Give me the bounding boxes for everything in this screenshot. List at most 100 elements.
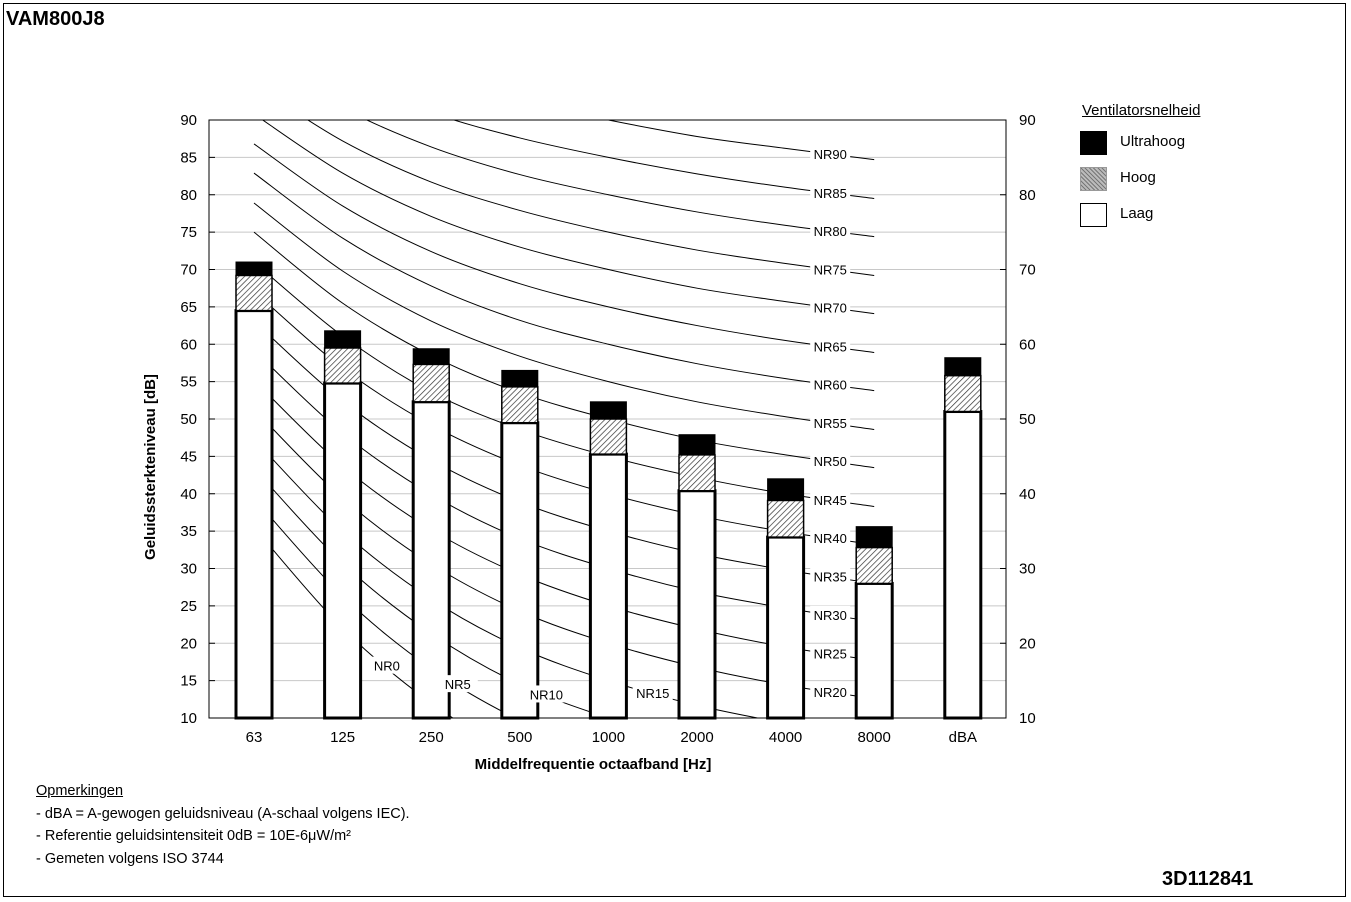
nr-label-bg	[810, 260, 851, 278]
nr-label: NR55	[814, 416, 847, 431]
y-right-tick-label: 90	[1019, 112, 1036, 129]
y-right-tick-label: 50	[1019, 411, 1036, 428]
nr-label: NR65	[814, 339, 847, 354]
bar-hoog	[855, 546, 893, 585]
bar-ultrahoog	[412, 348, 450, 365]
x-tick-label: 1000	[592, 729, 625, 746]
bar-ultrahoog	[767, 478, 805, 501]
bar-laag	[766, 535, 806, 720]
nr-label: NR85	[814, 186, 847, 201]
bar-ultrahoog	[589, 401, 627, 420]
nr-label: NR35	[814, 570, 847, 585]
bar-hoog	[412, 363, 450, 403]
nr-label-bg	[810, 452, 851, 470]
bar-laag	[500, 421, 540, 720]
y-tick-label: 25	[180, 598, 197, 615]
x-tick-label: 500	[507, 729, 532, 746]
nr-label: NR90	[814, 147, 847, 162]
nr-label: NR20	[814, 685, 847, 700]
nr-label: NR60	[814, 378, 847, 393]
legend-swatch-hoog	[1080, 167, 1107, 191]
y-tick-label: 15	[180, 673, 197, 690]
bar-group-250	[411, 348, 451, 720]
y-tick-label: 70	[180, 262, 197, 279]
bar-hoog	[678, 454, 716, 492]
x-tick-label: dBA	[949, 729, 977, 746]
legend: Ventilatorsnelheid Ultrahoog Hoog Laag	[1080, 102, 1200, 233]
bar-laag	[677, 489, 717, 720]
note-line: - dBA = A-gewogen geluidsniveau (A-schaa…	[36, 805, 410, 822]
nr-label-bg	[632, 683, 673, 701]
nr-label-bg	[810, 529, 851, 547]
nr-label: NR10	[530, 687, 563, 702]
y-tick-label: 65	[180, 299, 197, 316]
bar-ultrahoog	[324, 330, 362, 349]
page-frame	[3, 3, 1346, 897]
y-tick-label: 30	[180, 561, 197, 578]
nr-label-bg	[366, 656, 407, 674]
nr-label-bg	[810, 183, 851, 201]
bar-group-8000	[854, 526, 894, 720]
nr-label-bg	[810, 222, 851, 240]
legend-label-laag: Laag	[1120, 205, 1154, 222]
nr-curve	[253, 202, 875, 430]
nr-label-bg	[437, 675, 478, 693]
bar-group-2000	[677, 434, 717, 720]
bar-hoog	[323, 347, 362, 384]
nr-label: NR25	[814, 647, 847, 662]
bar-laag	[411, 400, 451, 720]
y-right-tick-label: 40	[1019, 486, 1036, 503]
bar-group-63	[234, 261, 274, 720]
bar-laag	[588, 452, 628, 720]
legend-title: Ventilatorsnelheid	[1082, 102, 1201, 119]
bar-ultrahoog	[855, 526, 893, 549]
bar-ultrahoog	[678, 434, 716, 456]
legend-label-ultrahoog: Ultrahoog	[1120, 133, 1186, 150]
nr-label-bg	[810, 298, 851, 316]
nr-label: NR30	[814, 608, 847, 623]
bar-hoog	[589, 418, 628, 455]
nr-label: NR5	[445, 677, 471, 692]
nr-label: NR75	[814, 263, 847, 278]
y-tick-label: 20	[180, 635, 197, 652]
y-tick-label: 45	[180, 448, 197, 465]
x-tick-label: 125	[330, 729, 355, 746]
bar-laag	[234, 309, 274, 720]
x-tick-label: 8000	[858, 729, 891, 746]
bar-hoog	[501, 386, 539, 424]
y-tick-label: 60	[180, 336, 197, 353]
nr-curve	[306, 120, 875, 276]
nr-label-bg	[810, 337, 851, 355]
nr-label-bg	[810, 375, 851, 393]
x-axis-label: Middelfrequentie octaafband [Hz]	[475, 756, 712, 773]
y-tick-label: 55	[180, 374, 197, 391]
notes-title: Opmerkingen	[36, 783, 124, 799]
y-tick-label: 35	[180, 523, 197, 540]
nr-label: NR80	[814, 224, 847, 239]
note-line: - Referentie geluidsintensiteit 0dB = 10…	[36, 828, 352, 844]
nr-label-bg	[526, 685, 567, 703]
legend-item-laag: Laag	[1080, 197, 1200, 233]
nr-curve	[261, 120, 875, 315]
model-title: VAM800J8	[6, 8, 105, 30]
y-right-tick-label: 30	[1019, 561, 1036, 578]
notes: Opmerkingen - dBA = A-gewogen geluidsniv…	[36, 780, 410, 870]
nr-curve	[605, 120, 875, 161]
bar-group-1000	[588, 401, 628, 720]
y-tick-label: 50	[180, 411, 197, 428]
x-tick-label: 4000	[769, 729, 802, 746]
document-code: 3D112841	[1162, 868, 1254, 890]
bar-group-125	[323, 330, 363, 720]
bar-group-500	[500, 369, 540, 720]
y-tick-label: 85	[180, 149, 197, 166]
legend-swatch-laag	[1080, 203, 1107, 227]
nr-curve	[253, 172, 875, 392]
nr-label-bg	[810, 567, 851, 585]
bar-group-4000	[766, 478, 806, 720]
y-tick-label: 80	[180, 187, 197, 204]
x-tick-label: 2000	[680, 729, 713, 746]
bar-hoog	[944, 374, 982, 413]
nr-label-bg	[810, 414, 851, 432]
nr-label-bg	[810, 682, 851, 700]
